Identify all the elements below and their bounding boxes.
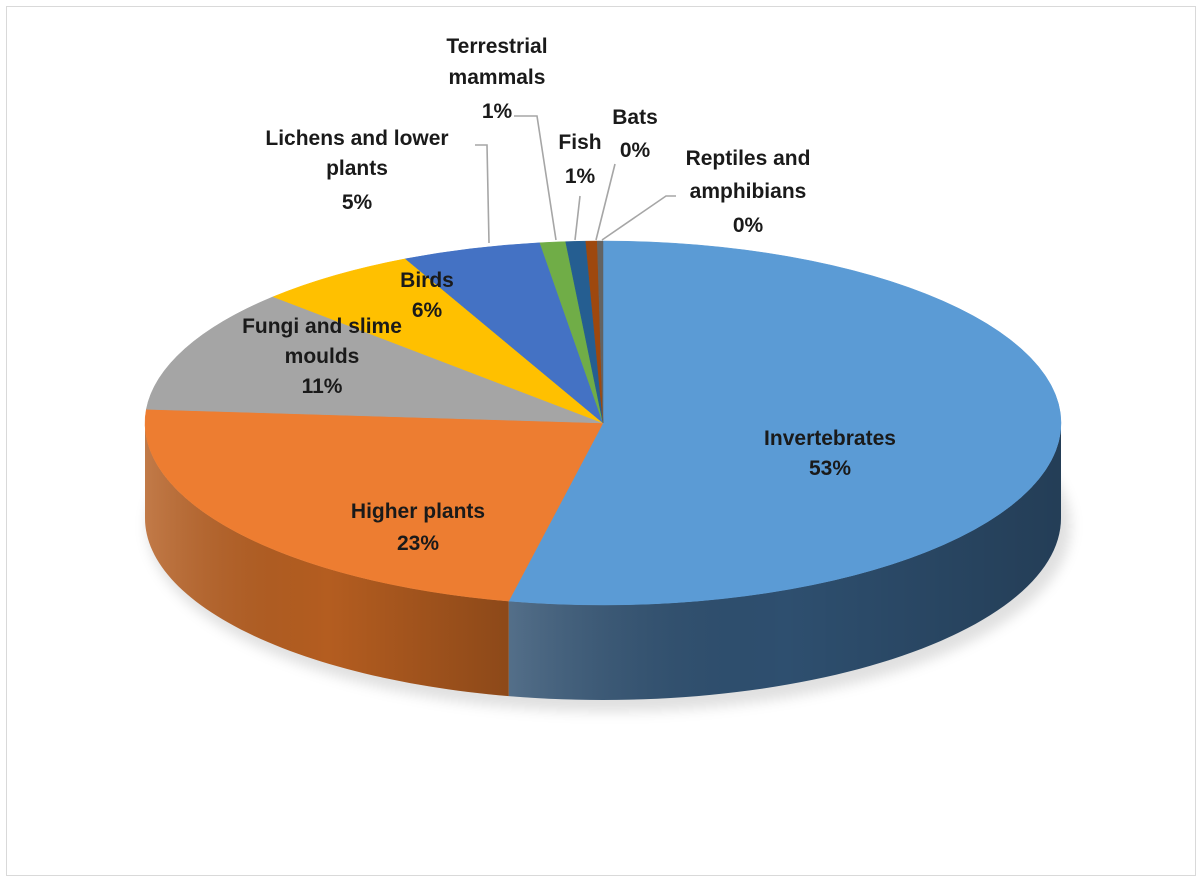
data-label-name-birds: Birds: [400, 269, 454, 292]
data-label-pct-reptiles-and-amphibians: 0%: [733, 214, 764, 237]
data-label-pct-birds: 6%: [412, 299, 443, 322]
leader-line-5: [514, 115, 557, 241]
data-label-name-higher-plants: Higher plants: [351, 500, 485, 523]
leader-line-7: [595, 163, 616, 241]
slice-2: [145, 296, 604, 424]
leader-line-8: [601, 195, 676, 241]
data-label-name-invertebrates: Invertebrates: [764, 427, 896, 450]
slice-0: [508, 240, 1062, 606]
data-label-pct-fungi-and-slime-moulds: 11%: [302, 375, 343, 398]
leader-line-4: [475, 144, 490, 244]
leader-line-6: [574, 195, 581, 241]
data-label-name-reptiles-and-amphibians: Reptiles and: [686, 147, 811, 170]
slice-3: [272, 258, 604, 424]
data-label-name-lichens-and-lower-plants: Lichens and lower: [265, 127, 448, 150]
data-label-pct-fish: 1%: [565, 165, 596, 188]
slice-side-shade-1: [145, 423, 509, 697]
data-label-pct-terrestrial-mammals: 1%: [482, 100, 513, 123]
data-label-name-bats: Bats: [612, 106, 658, 129]
data-label-pct-invertebrates: 53%: [809, 457, 851, 480]
slice-8: [596, 240, 604, 424]
data-label-pct-bats: 0%: [620, 139, 651, 162]
data-label-name-fish: Fish: [558, 131, 601, 154]
data-label-name-terrestrial-mammals: mammals: [449, 66, 546, 89]
data-label-name-fungi-and-slime-moulds: moulds: [285, 345, 360, 368]
data-label-name-fungi-and-slime-moulds: Fungi and slime: [242, 315, 402, 338]
data-label-name-reptiles-and-amphibians: amphibians: [690, 180, 807, 203]
slice-1: [144, 409, 604, 602]
data-label-pct-lichens-and-lower-plants: 5%: [342, 191, 373, 214]
data-label-name-lichens-and-lower-plants: plants: [326, 157, 388, 180]
data-label-pct-higher-plants: 23%: [397, 532, 439, 555]
slice-side-shade-0: [508, 423, 1062, 700]
data-label-name-terrestrial-mammals: Terrestrial: [446, 35, 547, 58]
